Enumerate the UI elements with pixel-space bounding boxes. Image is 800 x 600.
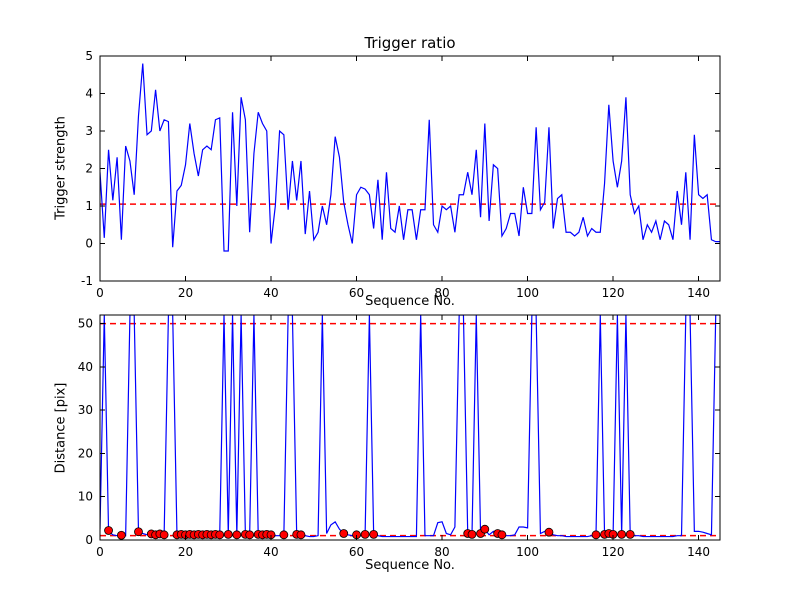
x-tick-label: 140 bbox=[687, 286, 710, 300]
data-point bbox=[591, 530, 601, 540]
y-tick-label: 50 bbox=[78, 317, 93, 331]
y-tick-label: 20 bbox=[78, 446, 93, 460]
x-tick-label: 140 bbox=[687, 545, 710, 559]
data-point bbox=[245, 530, 255, 540]
plot-area bbox=[100, 56, 720, 281]
x-tick-label: 20 bbox=[178, 545, 193, 559]
data-point bbox=[279, 530, 289, 540]
bottom-xaxis-label: Sequence No. bbox=[365, 558, 455, 573]
data-point bbox=[360, 529, 370, 539]
axes-frame bbox=[99, 55, 721, 282]
x-tick-label: 40 bbox=[263, 286, 278, 300]
data-point bbox=[480, 524, 490, 534]
data-line bbox=[100, 63, 720, 252]
y-tick-label: 40 bbox=[78, 360, 93, 374]
data-point bbox=[296, 530, 306, 540]
y-tick-label: 0 bbox=[85, 237, 93, 251]
data-point bbox=[232, 530, 242, 540]
data-point bbox=[104, 526, 113, 535]
x-tick-label: 60 bbox=[349, 286, 364, 300]
data-point bbox=[467, 529, 477, 539]
data-point bbox=[116, 530, 126, 540]
x-tick-label: 0 bbox=[96, 545, 104, 559]
x-tick-label: 120 bbox=[602, 545, 625, 559]
top-xaxis-label: Sequence No. bbox=[365, 294, 455, 309]
top-chart-title: Trigger ratio bbox=[364, 34, 456, 52]
x-tick-label: 60 bbox=[349, 545, 364, 559]
y-tick-label: 5 bbox=[85, 49, 93, 63]
y-tick-label: -1 bbox=[81, 274, 93, 288]
data-point bbox=[215, 530, 225, 540]
x-tick-label: 40 bbox=[263, 545, 278, 559]
x-tick-label: 100 bbox=[516, 545, 539, 559]
data-point bbox=[544, 527, 554, 537]
x-tick-label: 120 bbox=[602, 286, 625, 300]
data-point bbox=[223, 529, 233, 539]
x-tick-label: 20 bbox=[178, 286, 193, 300]
x-tick-label: 80 bbox=[434, 545, 449, 559]
data-point bbox=[339, 529, 349, 538]
y-tick-label: 10 bbox=[78, 490, 93, 504]
data-point bbox=[134, 527, 143, 537]
y-tick-label: 2 bbox=[85, 162, 93, 176]
x-tick-label: 100 bbox=[516, 286, 539, 300]
data-point bbox=[497, 530, 507, 540]
y-tick-label: 4 bbox=[85, 87, 93, 101]
x-tick-label: 80 bbox=[434, 286, 449, 300]
y-tick-label: 0 bbox=[85, 533, 93, 547]
data-point bbox=[617, 529, 627, 539]
axes-frame bbox=[99, 314, 721, 541]
y-tick-label: 1 bbox=[85, 199, 93, 213]
chart-1: 0 20 40 60 80 100 120 140 0 10 20 30 40 50 bbox=[78, 314, 721, 559]
y-tick-label: 3 bbox=[85, 124, 93, 138]
y-tick-label: 30 bbox=[78, 403, 93, 417]
data-point bbox=[625, 529, 635, 539]
data-point bbox=[369, 529, 379, 539]
data-point bbox=[159, 530, 169, 540]
x-tick-label: 0 bbox=[96, 286, 104, 300]
